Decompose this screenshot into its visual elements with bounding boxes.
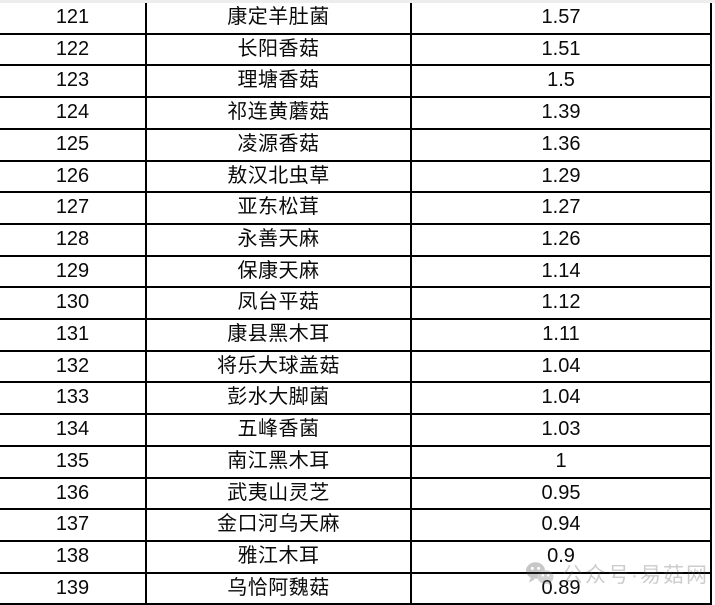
table-container: 121 康定羊肚菌 1.57 122 长阳香菇 1.51 123 理塘香菇 1.5 124 祁连黄蘑…	[0, 3, 715, 605]
cell-value: 1.03	[411, 413, 712, 447]
cell-value: 1.57	[411, 3, 712, 35]
cell-product-name: 雅江木耳	[146, 539, 412, 574]
cell-rank: 133	[0, 381, 147, 416]
cell-rank: 130	[0, 286, 147, 321]
cell-value: 0.89	[411, 571, 712, 605]
cell-rank: 135	[0, 444, 147, 479]
table-row: 125 凌源香菇 1.36	[0, 127, 712, 162]
table-row: 135 南江黑木耳 1	[0, 444, 712, 479]
cell-product-name: 武夷山灵芝	[146, 476, 412, 511]
table-row: 139 乌恰阿魏菇 0.89	[0, 571, 712, 605]
cell-value: 1.5	[411, 64, 712, 99]
cell-rank: 132	[0, 349, 147, 384]
table-row: 122 长阳香菇 1.51	[0, 32, 712, 67]
cell-rank: 137	[0, 508, 147, 542]
cell-product-name: 敖汉北虫草	[146, 159, 412, 194]
cell-product-name: 乌恰阿魏菇	[146, 571, 412, 605]
cell-value: 0.9	[411, 539, 712, 574]
cell-value: 1.11	[411, 318, 712, 352]
ranking-table: 121 康定羊肚菌 1.57 122 长阳香菇 1.51 123 理塘香菇 1.5 124 祁连黄蘑…	[0, 3, 712, 605]
cell-rank: 134	[0, 413, 147, 447]
cell-value: 1.39	[411, 96, 712, 130]
cell-rank: 128	[0, 222, 147, 257]
cell-product-name: 凌源香菇	[146, 127, 412, 162]
cell-product-name: 金口河乌天麻	[146, 508, 412, 542]
table-row: 124 祁连黄蘑菇 1.39	[0, 96, 712, 130]
cell-value: 1.27	[411, 191, 712, 225]
table-row: 136 武夷山灵芝 0.95	[0, 476, 712, 511]
table-row: 129 保康天麻 1.14	[0, 254, 712, 289]
cell-product-name: 永善天麻	[146, 222, 412, 257]
table-row: 127 亚东松茸 1.27	[0, 191, 712, 225]
table-row: 126 敖汉北虫草 1.29	[0, 159, 712, 194]
cell-rank: 121	[0, 3, 147, 35]
cell-product-name: 亚东松茸	[146, 191, 412, 225]
cell-rank: 127	[0, 191, 147, 225]
table-row: 123 理塘香菇 1.5	[0, 64, 712, 99]
cell-value: 0.94	[411, 508, 712, 542]
cell-value: 1.12	[411, 286, 712, 321]
cell-value: 1	[411, 444, 712, 479]
cell-value: 1.36	[411, 127, 712, 162]
table-row: 137 金口河乌天麻 0.94	[0, 508, 712, 542]
cell-product-name: 康定羊肚菌	[146, 3, 412, 35]
cell-rank: 139	[0, 571, 147, 605]
table-row: 138 雅江木耳 0.9	[0, 539, 712, 574]
cell-value: 1.04	[411, 381, 712, 416]
cell-rank: 129	[0, 254, 147, 289]
cell-value: 1.29	[411, 159, 712, 194]
table-row: 133 彭水大脚菌 1.04	[0, 381, 712, 416]
cell-product-name: 祁连黄蘑菇	[146, 96, 412, 130]
cell-rank: 125	[0, 127, 147, 162]
cell-value: 1.04	[411, 349, 712, 384]
table-body: 121 康定羊肚菌 1.57 122 长阳香菇 1.51 123 理塘香菇 1.5 124 祁连黄蘑…	[0, 3, 712, 605]
table-row: 130 凤台平菇 1.12	[0, 286, 712, 321]
cell-rank: 136	[0, 476, 147, 511]
cell-rank: 131	[0, 318, 147, 352]
table-row: 134 五峰香菌 1.03	[0, 413, 712, 447]
cell-value: 0.95	[411, 476, 712, 511]
cell-product-name: 五峰香菌	[146, 413, 412, 447]
cell-rank: 124	[0, 96, 147, 130]
cell-product-name: 将乐大球盖菇	[146, 349, 412, 384]
cell-value: 1.26	[411, 222, 712, 257]
cell-rank: 126	[0, 159, 147, 194]
cell-value: 1.51	[411, 32, 712, 67]
table-row: 121 康定羊肚菌 1.57	[0, 3, 712, 35]
cell-product-name: 凤台平菇	[146, 286, 412, 321]
cell-product-name: 长阳香菇	[146, 32, 412, 67]
cell-rank: 138	[0, 539, 147, 574]
table-row: 128 永善天麻 1.26	[0, 222, 712, 257]
table-row: 132 将乐大球盖菇 1.04	[0, 349, 712, 384]
cell-product-name: 理塘香菇	[146, 64, 412, 99]
top-edge-strip	[0, 0, 715, 3]
cell-product-name: 康县黑木耳	[146, 318, 412, 352]
cell-rank: 122	[0, 32, 147, 67]
table-row: 131 康县黑木耳 1.11	[0, 318, 712, 352]
cell-value: 1.14	[411, 254, 712, 289]
cell-product-name: 彭水大脚菌	[146, 381, 412, 416]
cell-product-name: 南江黑木耳	[146, 444, 412, 479]
cell-product-name: 保康天麻	[146, 254, 412, 289]
cell-rank: 123	[0, 64, 147, 99]
